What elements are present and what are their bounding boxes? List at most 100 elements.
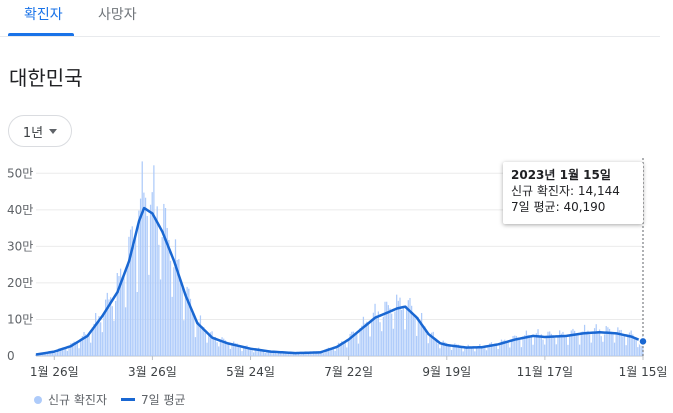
bar xyxy=(542,339,544,356)
avg-line xyxy=(35,206,644,356)
bar xyxy=(615,334,617,356)
bar xyxy=(361,325,363,356)
bar xyxy=(168,239,170,356)
bar xyxy=(76,341,78,356)
range-dropdown[interactable]: 1년 xyxy=(8,115,72,147)
bar xyxy=(169,260,172,356)
bar xyxy=(401,309,403,356)
bar xyxy=(100,322,102,356)
bar xyxy=(520,347,523,356)
bar xyxy=(282,351,285,356)
bar xyxy=(417,317,419,356)
bar xyxy=(311,354,313,356)
bar xyxy=(625,345,627,356)
bar xyxy=(186,286,188,356)
bar xyxy=(241,351,243,356)
bar xyxy=(128,236,130,356)
bar xyxy=(341,341,343,356)
bar xyxy=(635,338,637,356)
bar xyxy=(402,306,404,356)
chart-legend: 신규 확진자 7일 평균 xyxy=(34,391,186,408)
bar xyxy=(236,343,238,356)
bar xyxy=(462,351,464,356)
bar xyxy=(627,334,629,356)
bar xyxy=(229,348,231,356)
bar xyxy=(603,334,606,356)
bar xyxy=(444,342,446,356)
tab-cases[interactable]: 확진자 xyxy=(24,7,63,23)
bar xyxy=(632,334,634,356)
tooltip-new-cases: 신규 확진자: 14,144 xyxy=(511,183,635,199)
bar xyxy=(612,334,614,356)
bar xyxy=(342,342,345,356)
x-tick-label: 1월 26일 xyxy=(30,365,79,379)
bar xyxy=(251,349,253,356)
bar xyxy=(171,296,173,356)
bar xyxy=(406,305,408,356)
bar xyxy=(193,315,195,356)
bar xyxy=(91,327,93,356)
bar xyxy=(607,327,609,356)
bar xyxy=(412,313,414,356)
bar xyxy=(281,351,283,356)
bar xyxy=(352,331,355,356)
bar xyxy=(269,350,271,356)
bar xyxy=(286,352,288,356)
bar xyxy=(442,340,444,356)
bar xyxy=(346,347,348,356)
bar xyxy=(465,346,468,356)
bar xyxy=(454,343,456,356)
bar xyxy=(312,352,315,356)
bar xyxy=(552,335,554,356)
bar xyxy=(65,348,67,356)
bar xyxy=(630,330,632,356)
bar xyxy=(429,334,431,356)
cases-chart[interactable]: 0 10만 20만 30만 40만 50만 1월 26일 3월 26일 5월 24일 7월 22일… xyxy=(0,150,673,385)
bar xyxy=(68,346,70,356)
bar xyxy=(384,301,386,356)
bar xyxy=(209,332,212,356)
bar xyxy=(178,259,180,356)
bar xyxy=(105,299,107,356)
bar xyxy=(226,342,228,356)
bar xyxy=(489,343,491,356)
bar xyxy=(148,274,150,356)
chart-bars xyxy=(35,161,644,356)
bar xyxy=(344,341,346,356)
bar xyxy=(367,324,370,356)
bar xyxy=(474,351,476,356)
bar xyxy=(583,324,586,356)
bar xyxy=(504,339,506,356)
bar xyxy=(569,334,571,356)
bar xyxy=(46,351,49,356)
bar xyxy=(88,334,90,356)
bar xyxy=(231,344,233,356)
bar xyxy=(253,352,255,356)
bar xyxy=(447,344,449,356)
region-title: 대한민국 xyxy=(9,66,83,90)
bar xyxy=(183,320,185,356)
bar xyxy=(121,278,123,356)
tab-deaths[interactable]: 사망자 xyxy=(98,7,137,23)
bar xyxy=(60,348,62,356)
bar xyxy=(129,229,132,356)
bar xyxy=(420,312,423,356)
bar xyxy=(550,333,552,356)
bar xyxy=(565,335,567,356)
bar xyxy=(332,348,335,356)
bar xyxy=(560,333,562,356)
bar xyxy=(376,315,378,356)
bar xyxy=(487,346,489,356)
bar xyxy=(41,353,44,356)
bar xyxy=(509,347,511,356)
bar xyxy=(141,161,143,356)
bar xyxy=(45,352,47,356)
bar xyxy=(477,346,479,356)
bar xyxy=(515,335,518,356)
bar xyxy=(499,345,501,356)
bar xyxy=(263,351,265,356)
bar xyxy=(81,336,83,356)
bar xyxy=(434,338,436,356)
bar xyxy=(176,259,178,356)
bar xyxy=(479,344,481,356)
